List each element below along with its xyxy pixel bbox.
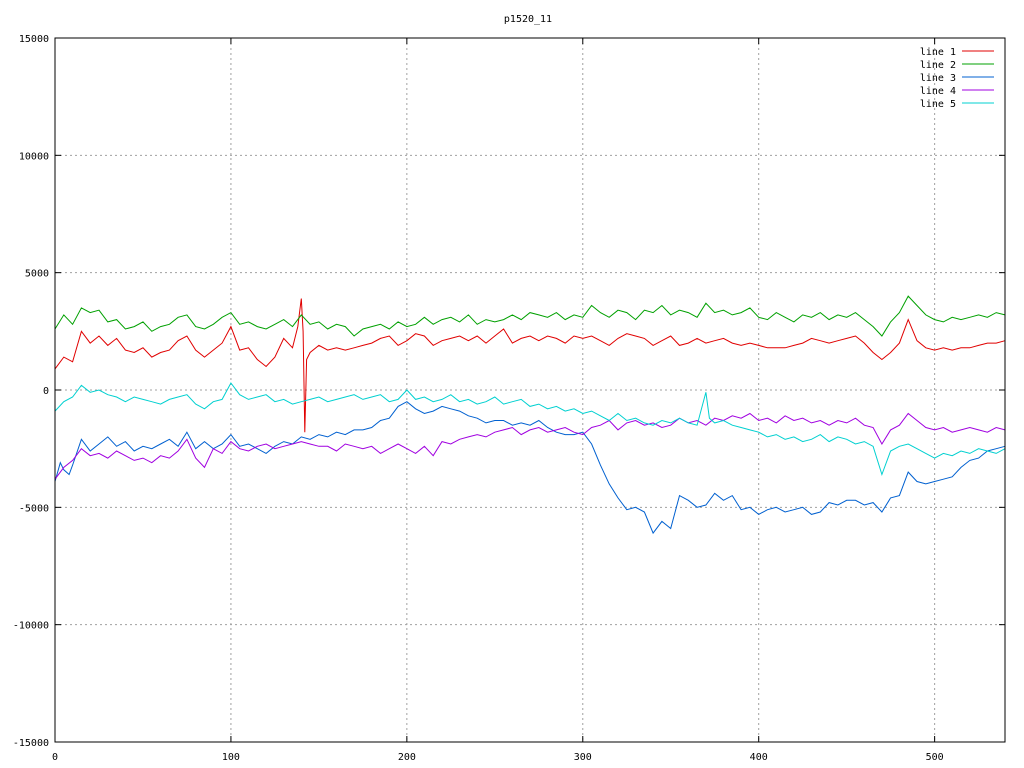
- grid: [55, 38, 1005, 742]
- plot-frame: [54, 37, 1006, 743]
- y-tick-label: 10000: [19, 151, 49, 162]
- series-line-4: [54, 412, 1006, 480]
- y-tick-label: 5000: [25, 269, 49, 280]
- legend-label: line 5: [920, 99, 956, 110]
- y-tick-label: 15000: [19, 34, 49, 45]
- legend-label: line 2: [920, 60, 956, 71]
- x-tick-label: 200: [398, 752, 416, 763]
- legend-label: line 4: [920, 86, 956, 97]
- series-line-5: [54, 382, 1006, 477]
- y-tick-label: -5000: [19, 503, 49, 514]
- series-line-3: [54, 401, 1006, 535]
- x-tick-label: 300: [574, 752, 592, 763]
- y-axis: -15000 -10000 -5000 0 5000 10000 15000: [13, 34, 1005, 749]
- y-tick-label: 0: [43, 386, 49, 397]
- series-line-2: [54, 295, 1006, 337]
- y-tick-label: -10000: [13, 621, 49, 632]
- legend: line 1 line 2 line 3 line 4 line 5: [920, 47, 994, 110]
- legend-label: line 1: [920, 47, 956, 58]
- chart-title: p1520_11: [504, 14, 552, 25]
- x-tick-label: 0: [52, 752, 58, 763]
- x-axis: 0 100 200 300 400 500: [52, 38, 944, 763]
- x-tick-label: 500: [926, 752, 944, 763]
- y-tick-label: -15000: [13, 738, 49, 749]
- plot-area: [54, 295, 1006, 535]
- x-tick-label: 400: [750, 752, 768, 763]
- series-line-1: [54, 298, 1006, 433]
- x-tick-label: 100: [222, 752, 240, 763]
- legend-label: line 3: [920, 73, 956, 84]
